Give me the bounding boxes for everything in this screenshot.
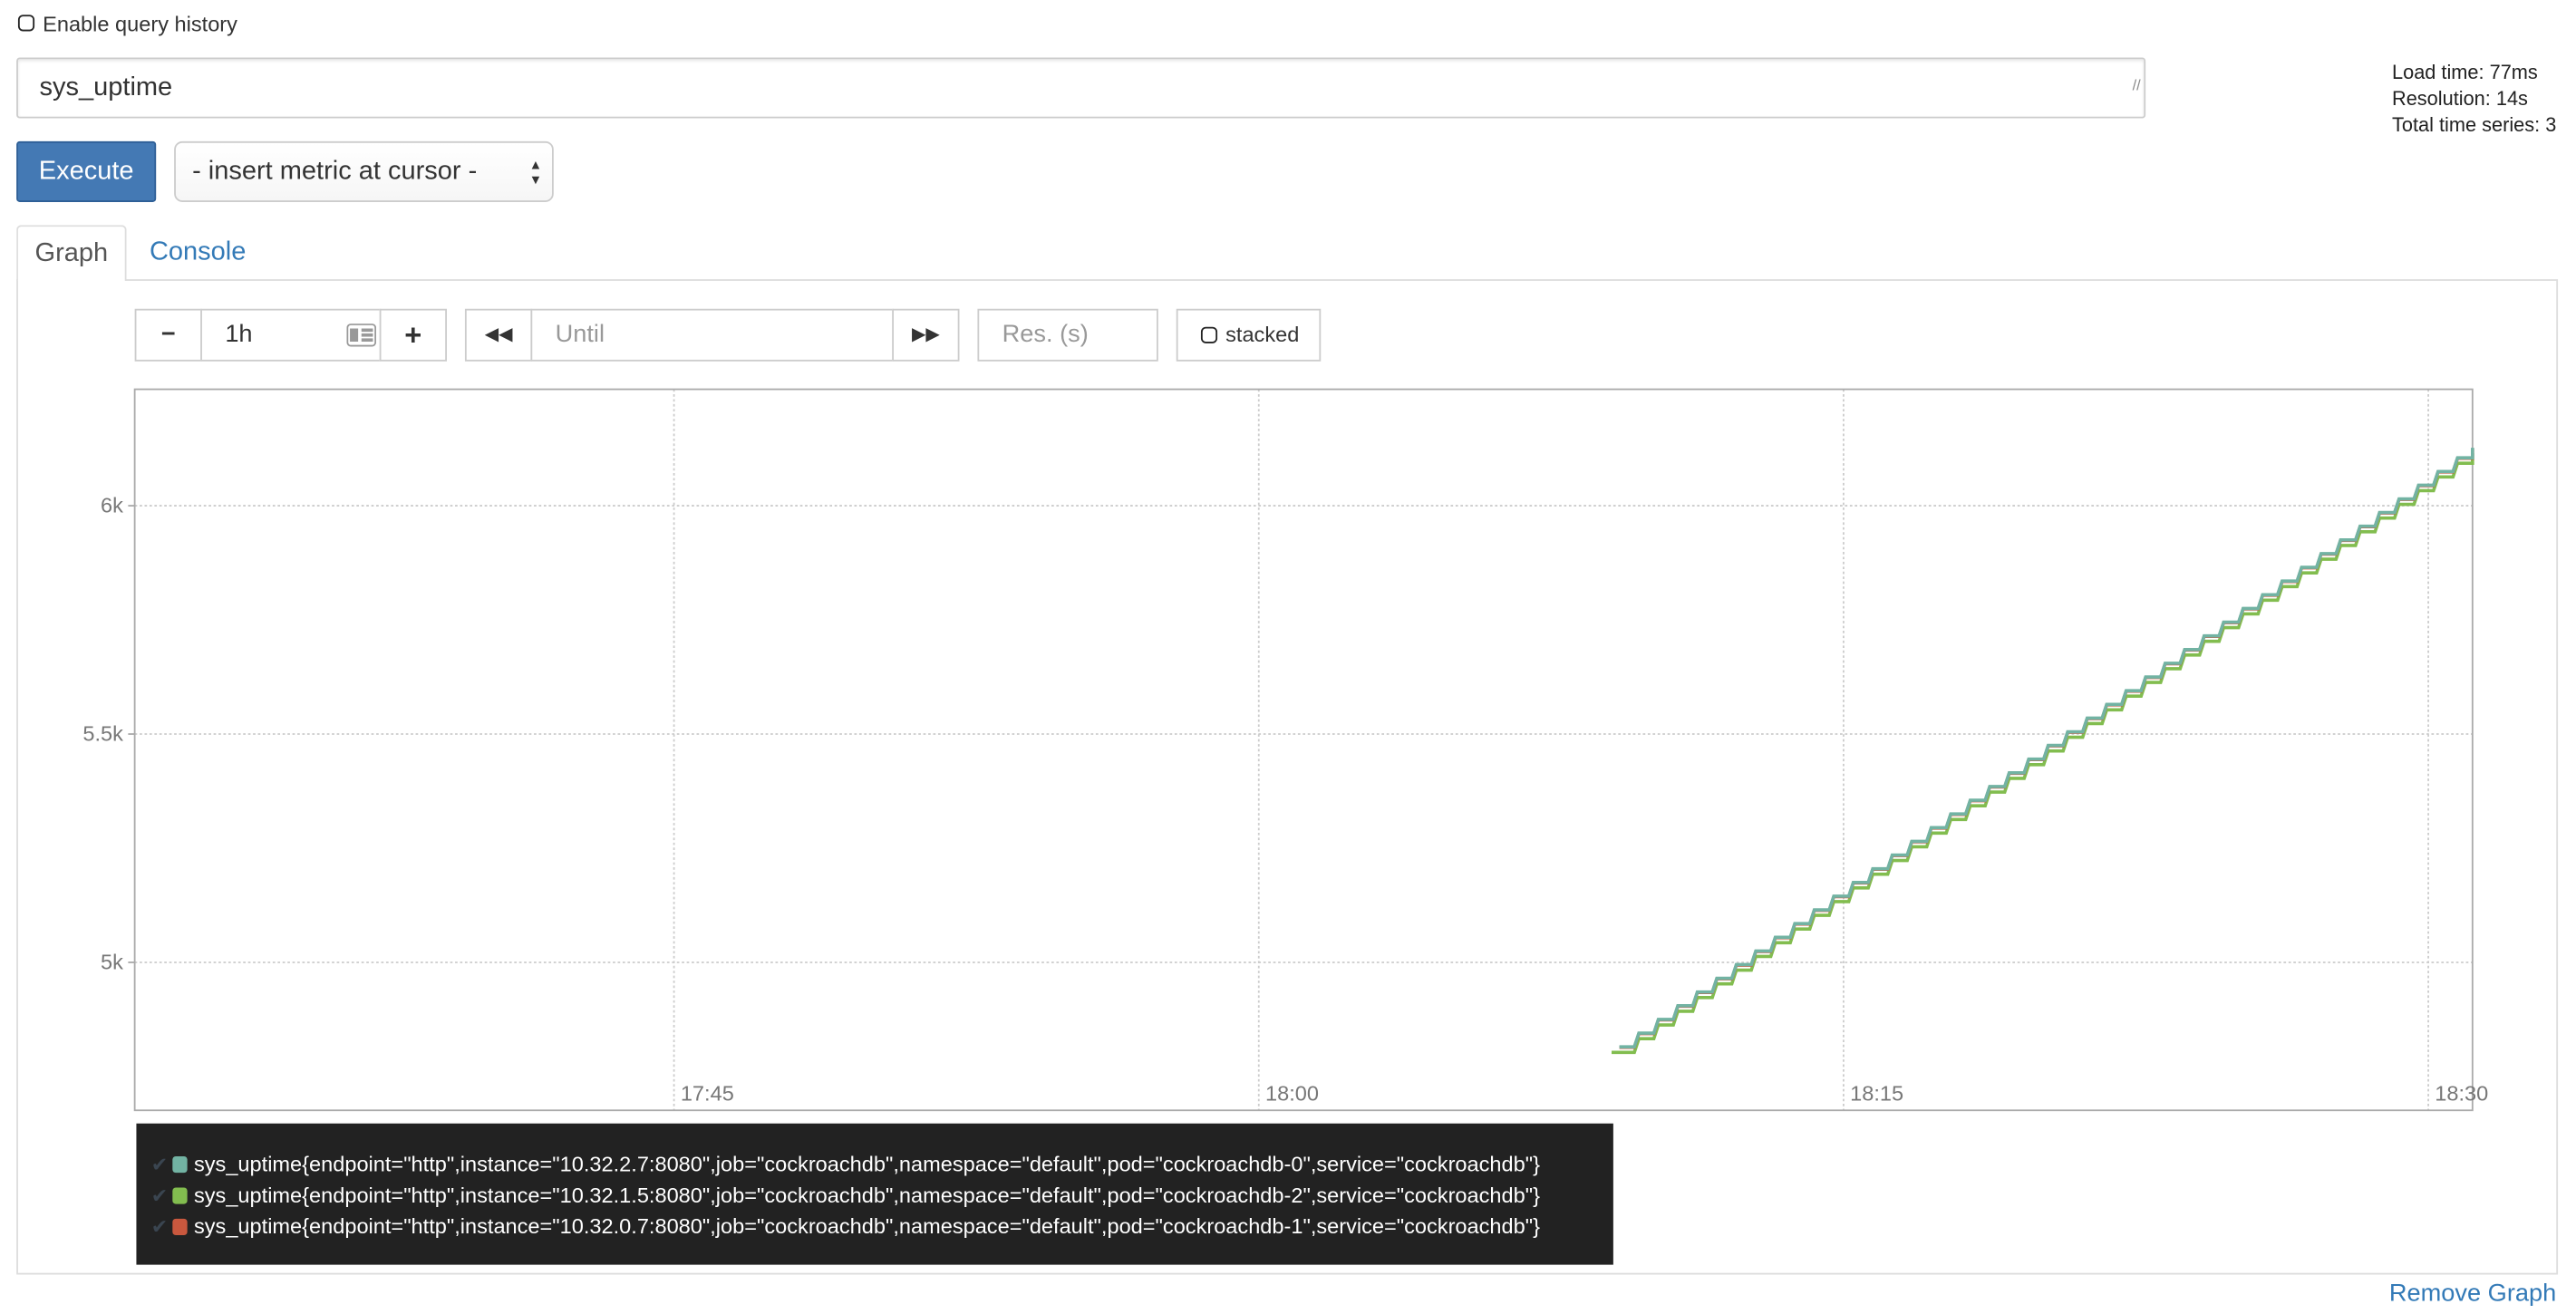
until-input[interactable]: Until: [530, 308, 894, 362]
tab-console[interactable]: Console: [149, 237, 247, 266]
resolution-input[interactable]: Res. (s): [977, 308, 1158, 362]
resolution: Resolution: 14s: [2392, 87, 2528, 111]
execute-button[interactable]: Execute: [16, 140, 157, 202]
legend-label: sys_uptime{endpoint="http",instance="10.…: [193, 1183, 1540, 1208]
stacked-checkbox[interactable]: [1200, 326, 1218, 343]
x-tick-label: 17:45: [680, 1080, 734, 1106]
query-history-checkbox[interactable]: [17, 14, 35, 32]
plus-icon: +: [404, 318, 422, 352]
legend-label: sys_uptime{endpoint="http",instance="10.…: [193, 1213, 1540, 1239]
resize-grip-icon[interactable]: //: [2132, 77, 2141, 94]
legend-swatch: [172, 1187, 188, 1204]
check-icon[interactable]: ✔: [150, 1184, 168, 1208]
insert-metric-selected: - insert metric at cursor -: [192, 158, 478, 186]
stacked-toggle[interactable]: stacked: [1176, 308, 1322, 362]
legend-item[interactable]: ✔ sys_uptime{endpoint="http",instance="10…: [151, 1148, 1540, 1181]
range-value: 1h: [225, 320, 253, 349]
legend-item[interactable]: ✔ sys_uptime{endpoint="http",instance="10…: [151, 1211, 1540, 1243]
backward-icon: ◀◀: [484, 324, 513, 345]
x-tick-label: 18:00: [1264, 1080, 1319, 1106]
range-input[interactable]: 1h: [200, 308, 382, 362]
decrease-range-button[interactable]: −: [134, 308, 202, 362]
until-placeholder: Until: [555, 320, 605, 349]
expression-value: sys_uptime: [39, 73, 173, 102]
legend: ✔ sys_uptime{endpoint="http",instance="10…: [136, 1123, 1613, 1265]
legend-label: sys_uptime{endpoint="http",instance="10.…: [193, 1151, 1540, 1176]
remove-graph-link[interactable]: Remove Graph: [2388, 1279, 2557, 1308]
forward-icon: ▶▶: [911, 324, 940, 345]
load-time: Load time: 77ms: [2392, 61, 2538, 84]
plot-frame: [133, 388, 2474, 1112]
expression-input[interactable]: sys_uptime //: [16, 57, 2146, 119]
x-tick-label: 18:15: [1850, 1080, 1904, 1106]
select-arrows-icon: ▲ ▼: [528, 158, 543, 188]
legend-item[interactable]: ✔ sys_uptime{endpoint="http",instance="10…: [151, 1179, 1540, 1212]
tab-graph[interactable]: Graph: [16, 225, 127, 281]
forward-button[interactable]: ▶▶: [892, 308, 960, 362]
legend-swatch: [172, 1218, 188, 1235]
total-time-series: Total time series: 3: [2392, 113, 2557, 137]
y-tick-label: 5.5k: [82, 720, 123, 746]
y-tick-label: 5k: [101, 949, 123, 974]
check-icon[interactable]: ✔: [150, 1153, 168, 1176]
calendar-icon[interactable]: [346, 324, 377, 347]
increase-range-button[interactable]: +: [379, 308, 447, 362]
insert-metric-select[interactable]: - insert metric at cursor - ▲ ▼: [174, 140, 554, 202]
backward-button[interactable]: ◀◀: [464, 308, 533, 362]
y-tick-label: 6k: [101, 492, 123, 517]
check-icon[interactable]: ✔: [150, 1215, 168, 1239]
resolution-placeholder: Res. (s): [1002, 320, 1089, 349]
legend-swatch: [172, 1156, 188, 1174]
x-tick-label: 18:30: [2435, 1080, 2489, 1106]
query-stats: Load time: 77ms Resolution: 14s Total ti…: [2392, 59, 2556, 138]
stacked-label: stacked: [1225, 322, 1300, 347]
series-line-1: [1619, 448, 2474, 1049]
graph-panel: [16, 279, 2559, 1275]
query-history-label: Enable query history: [43, 11, 237, 36]
minus-icon: −: [160, 320, 176, 349]
